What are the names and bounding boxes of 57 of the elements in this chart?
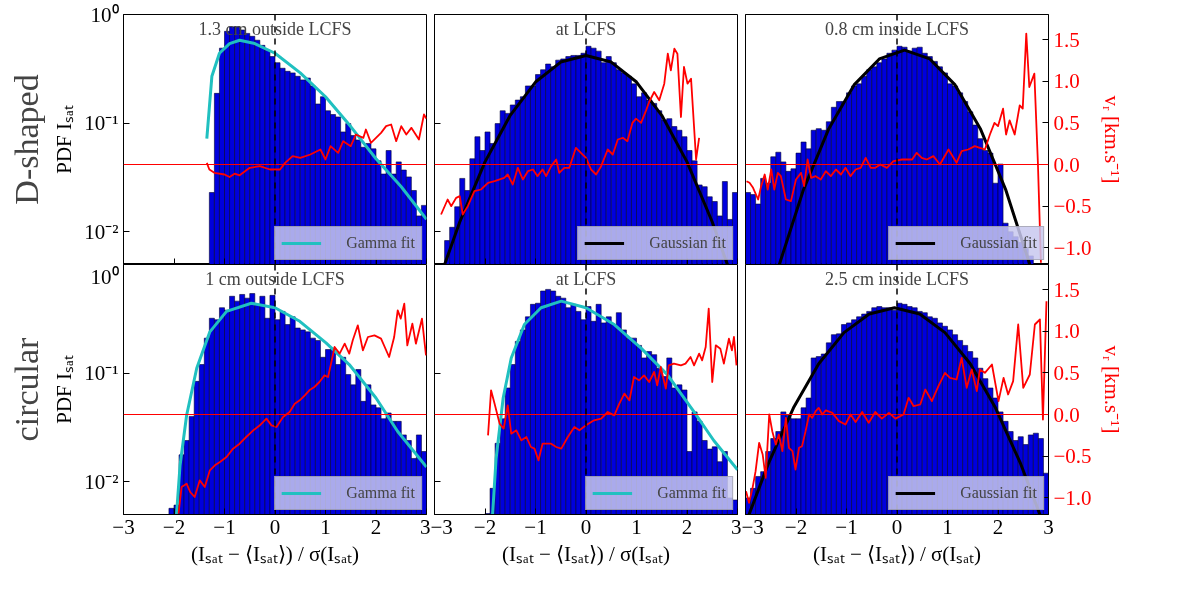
y-axis-title: PDF Iₛₐₜ bbox=[52, 355, 77, 424]
x-tick-label: 0 bbox=[269, 514, 281, 539]
y2-tick-label: −1.0 bbox=[1053, 485, 1092, 510]
y-tick-label: 10⁻¹ bbox=[84, 111, 119, 136]
y2-tick-label: 1.5 bbox=[1053, 27, 1080, 52]
chart-title: 0.8 cm inside LCFS bbox=[825, 18, 970, 39]
legend-label: Gamma fit bbox=[657, 484, 726, 502]
x-tick-label: −3 bbox=[112, 514, 135, 539]
x-tick-label: 1 bbox=[942, 514, 953, 539]
x-tick-label: −2 bbox=[473, 514, 497, 539]
y2-tick-label: 1.0 bbox=[1053, 69, 1080, 94]
y2-tick-label: −0.5 bbox=[1053, 194, 1092, 219]
y2-axis-title: vᵣ [km.s⁻¹] bbox=[1099, 95, 1124, 184]
y2-tick-label: 1.0 bbox=[1053, 319, 1080, 344]
x-tick-label: −1 bbox=[213, 514, 236, 539]
legend-label: Gamma fit bbox=[346, 484, 415, 502]
y-tick-label: 10⁻² bbox=[84, 219, 119, 244]
legend-label: Gaussian fit bbox=[960, 234, 1037, 252]
x-tick-label: 3 bbox=[420, 514, 431, 539]
legend-label: Gaussian fit bbox=[960, 484, 1037, 502]
y2-tick-label: 0.0 bbox=[1053, 152, 1080, 177]
legend-label: Gamma fit bbox=[346, 234, 415, 252]
x-axis-title: (Iₛₐₜ − ⟨Iₛₐₜ⟩) / σ(Iₛₐₜ) bbox=[190, 541, 360, 566]
y-tick-label: 10⁻² bbox=[84, 469, 119, 494]
x-tick-label: 2 bbox=[370, 514, 382, 539]
y-axis-title: PDF Iₛₐₜ bbox=[52, 105, 77, 174]
x-tick-label: −3 bbox=[430, 514, 453, 539]
x-tick-label: −1 bbox=[835, 514, 858, 539]
x-tick-label: 0 bbox=[580, 514, 592, 539]
y2-tick-label: −1.0 bbox=[1053, 235, 1092, 260]
y-tick-label: 10⁰ bbox=[90, 264, 119, 289]
y2-tick-label: −0.5 bbox=[1053, 444, 1092, 469]
chart-title: 2.5 cm inside LCFS bbox=[825, 268, 970, 289]
x-tick-label: −2 bbox=[784, 514, 808, 539]
x-axis-title: (Iₛₐₜ − ⟨Iₛₐₜ⟩) / σ(Iₛₐₜ) bbox=[812, 541, 982, 566]
y-tick-label: 10⁻¹ bbox=[84, 361, 119, 386]
x-tick-label: 3 bbox=[1043, 514, 1054, 539]
y2-tick-label: 0.5 bbox=[1053, 360, 1080, 385]
legend-label: Gaussian fit bbox=[649, 234, 726, 252]
y2-tick-label: 1.5 bbox=[1053, 277, 1080, 302]
x-tick-label: 1 bbox=[631, 514, 642, 539]
y-tick-label: 10⁰ bbox=[90, 2, 119, 27]
chart-title: 1 cm outside LCFS bbox=[205, 268, 345, 289]
y2-tick-label: 0.5 bbox=[1053, 110, 1080, 135]
x-tick-label: 2 bbox=[681, 514, 693, 539]
x-tick-label: −3 bbox=[741, 514, 764, 539]
x-tick-label: 0 bbox=[891, 514, 903, 539]
x-tick-label: 3 bbox=[731, 514, 742, 539]
y2-tick-label: 0.0 bbox=[1053, 402, 1080, 427]
x-tick-label: −2 bbox=[162, 514, 186, 539]
y2-axis-title: vᵣ [km.s⁻¹] bbox=[1099, 345, 1124, 434]
x-tick-label: −1 bbox=[524, 514, 547, 539]
text: circular bbox=[7, 336, 45, 442]
text: D-shaped bbox=[7, 74, 45, 205]
x-axis-title: (Iₛₐₜ − ⟨Iₛₐₜ⟩) / σ(Iₛₐₜ) bbox=[501, 541, 671, 566]
x-tick-label: 2 bbox=[992, 514, 1004, 539]
x-tick-label: 1 bbox=[320, 514, 331, 539]
